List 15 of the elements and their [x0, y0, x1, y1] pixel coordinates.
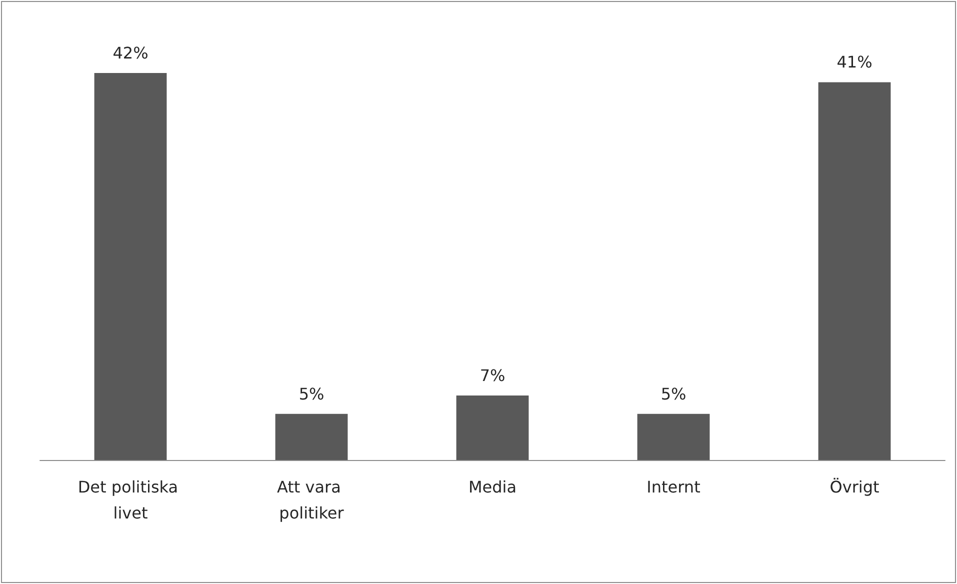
x-tick-label: Media — [468, 478, 517, 496]
bar — [94, 73, 167, 460]
bar — [456, 396, 529, 460]
bar — [637, 414, 710, 460]
x-tick-label: Att vara politiker — [276, 478, 346, 522]
data-label: 41% — [836, 52, 872, 72]
data-label: 42% — [112, 44, 148, 62]
data-label: 5% — [298, 384, 324, 404]
x-tick-label: Det politiska livet — [78, 478, 184, 522]
bar — [275, 414, 348, 460]
bar — [818, 82, 891, 460]
data-label: 7% — [480, 366, 506, 385]
data-label: 5% — [660, 384, 686, 404]
x-tick-label: Övrigt — [830, 478, 880, 496]
x-tick-label: Internt — [646, 478, 700, 496]
